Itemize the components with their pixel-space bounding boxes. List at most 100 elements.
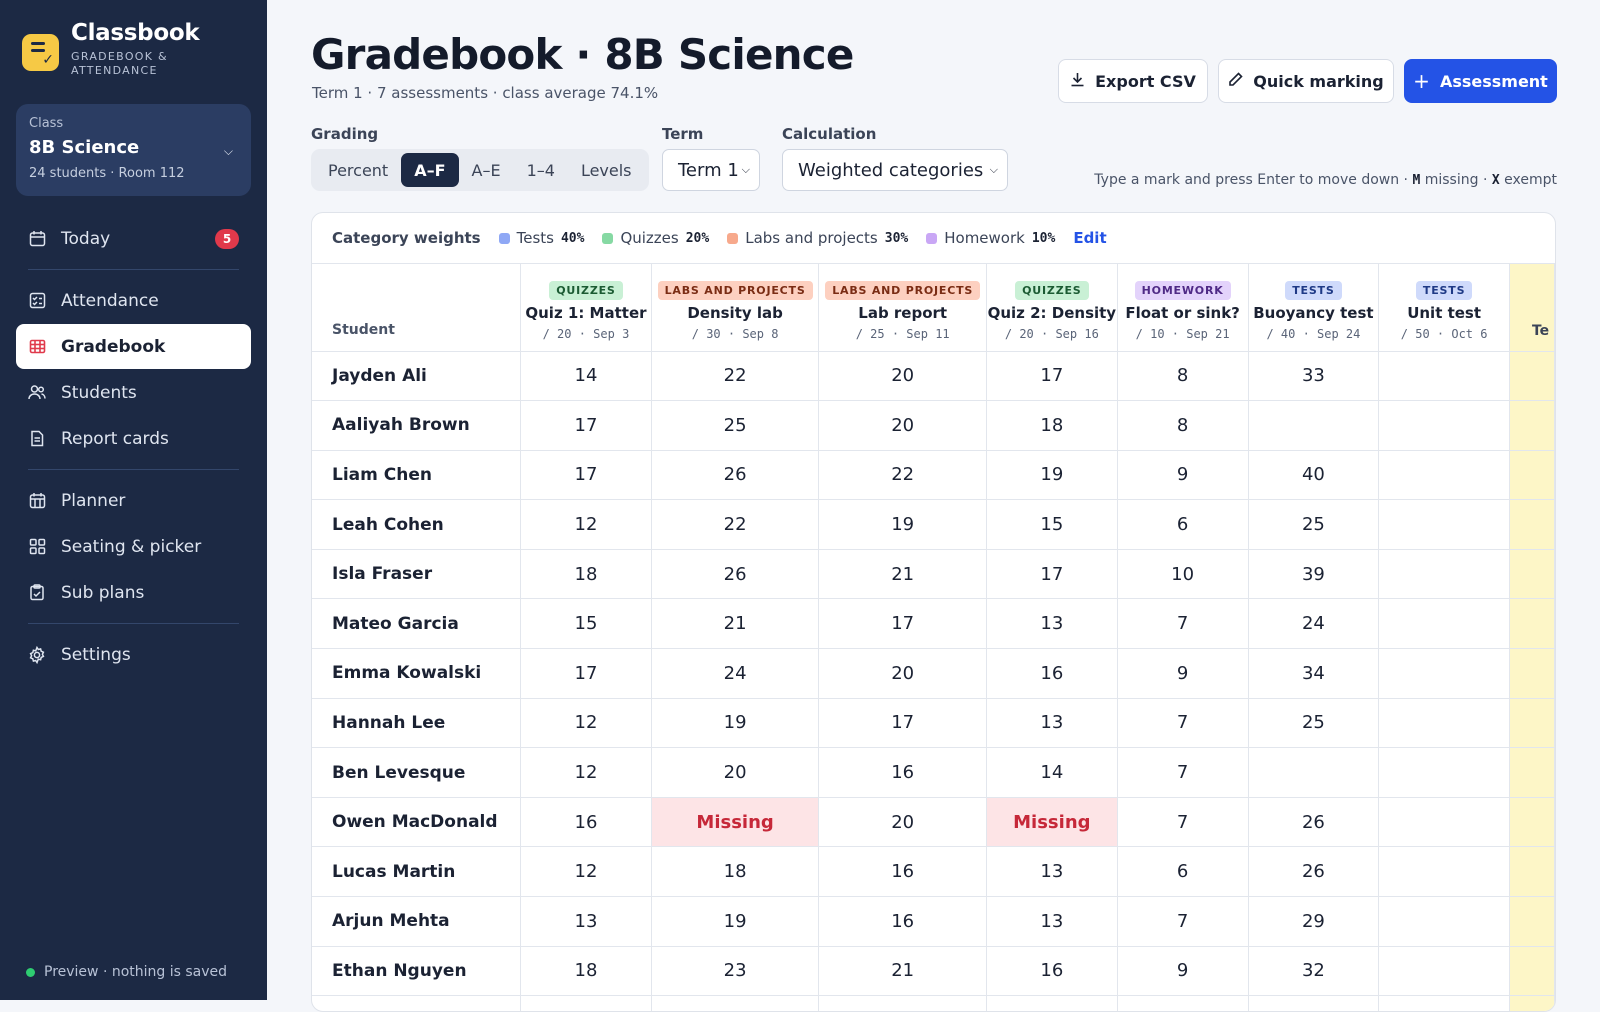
mark-cell[interactable]: 17 (986, 351, 1118, 402)
student-name[interactable]: Jayden Ali (312, 351, 522, 402)
mark-cell[interactable]: 20 (818, 400, 987, 451)
mark-cell[interactable]: 7 (1117, 698, 1249, 749)
mark-cell[interactable]: 18 (986, 400, 1118, 451)
mark-cell[interactable] (1378, 797, 1510, 848)
assessment-column-header[interactable]: LABS AND PROJECTS Density lab / 30 · Sep 8 (651, 264, 820, 352)
mark-cell[interactable] (1378, 995, 1510, 1011)
mark-cell[interactable]: 26 (651, 549, 820, 600)
mark-cell[interactable]: 40 (1248, 450, 1380, 501)
mark-cell[interactable]: 23 (651, 946, 820, 997)
mark-cell[interactable] (1248, 995, 1380, 1011)
mark-cell[interactable]: 17 (520, 648, 652, 699)
mark-cell[interactable]: 6 (1117, 499, 1249, 550)
nav-item-report-cards[interactable]: Report cards (16, 416, 251, 461)
assessment-column-header[interactable]: HOMEWORK Float or sink? / 10 · Sep 21 (1117, 264, 1249, 352)
student-name[interactable]: Hannah Lee (312, 698, 522, 749)
mark-cell[interactable]: 7 (1117, 896, 1249, 947)
mark-cell[interactable]: 21 (818, 549, 987, 600)
mark-cell[interactable] (1378, 747, 1510, 798)
nav-item-today[interactable]: Today 5 (16, 216, 251, 261)
mark-cell[interactable]: 26 (651, 450, 820, 501)
mark-cell[interactable]: 25 (1248, 499, 1380, 550)
mark-cell[interactable]: 12 (520, 747, 652, 798)
mark-cell[interactable]: 26 (1248, 797, 1380, 848)
student-name[interactable]: Owen MacDonald (312, 797, 522, 848)
mark-cell[interactable]: 15 (520, 598, 652, 650)
mark-cell[interactable]: 22 (651, 351, 820, 402)
mark-cell[interactable] (1378, 450, 1510, 501)
mark-cell[interactable]: 19 (986, 450, 1118, 501)
mark-cell[interactable]: 17 (818, 698, 987, 749)
assessment-column-header[interactable]: LABS AND PROJECTS Lab report / 25 · Sep 11 (818, 264, 987, 352)
mark-cell[interactable]: 14 (520, 351, 652, 402)
mark-cell[interactable]: 6 (1117, 846, 1249, 898)
class-selector[interactable]: Class 8B Science 24 students · Room 112 … (16, 104, 251, 196)
student-name[interactable]: Emma Kowalski (312, 648, 522, 699)
grading-option[interactable]: 1–4 (526, 160, 555, 180)
student-name[interactable]: Ben Levesque (312, 747, 522, 798)
assessment-column-header[interactable]: TESTS Unit test / 50 · Oct 6 (1378, 264, 1510, 352)
mark-cell[interactable]: 17 (818, 598, 987, 650)
mark-cell[interactable]: 24 (1248, 598, 1380, 650)
mark-cell[interactable] (1378, 499, 1510, 550)
mark-cell[interactable]: 39 (1248, 549, 1380, 600)
mark-cell[interactable]: 13 (520, 896, 652, 947)
mark-cell[interactable] (818, 995, 987, 1011)
mark-cell[interactable] (1117, 995, 1249, 1011)
mark-cell[interactable] (1378, 698, 1510, 749)
mark-cell[interactable]: 13 (986, 598, 1118, 650)
mark-cell[interactable]: 16 (986, 648, 1118, 699)
mark-cell[interactable]: 32 (1248, 946, 1380, 997)
term-select[interactable]: Term 1 ⌵ (662, 149, 760, 191)
mark-cell[interactable]: 17 (520, 450, 652, 501)
mark-cell[interactable] (1378, 946, 1510, 997)
student-name[interactable]: Mateo Garcia (312, 598, 522, 650)
mark-cell[interactable]: 18 (520, 549, 652, 600)
grading-option[interactable]: A–E (471, 160, 501, 180)
mark-cell[interactable] (1378, 846, 1510, 898)
student-name[interactable] (312, 995, 522, 1011)
mark-cell[interactable]: 18 (520, 946, 652, 997)
quick-marking-button[interactable]: Quick marking (1218, 59, 1394, 103)
mark-cell[interactable]: 20 (651, 747, 820, 798)
mark-cell[interactable]: 9 (1117, 450, 1249, 501)
mark-cell[interactable]: 13 (986, 896, 1118, 947)
mark-cell[interactable]: 16 (818, 846, 987, 898)
mark-cell[interactable]: 9 (1117, 946, 1249, 997)
nav-item-gradebook[interactable]: Gradebook (16, 324, 251, 369)
nav-item-planner[interactable]: Planner (16, 478, 251, 523)
grading-option[interactable]: Percent (328, 160, 389, 180)
mark-cell[interactable]: 21 (651, 598, 820, 650)
mark-cell[interactable]: 25 (1248, 698, 1380, 749)
mark-cell[interactable]: 18 (651, 846, 820, 898)
mark-cell[interactable]: 9 (1117, 648, 1249, 699)
mark-cell[interactable]: 34 (1248, 648, 1380, 699)
student-name[interactable]: Leah Cohen (312, 499, 522, 550)
mark-cell[interactable]: 16 (818, 896, 987, 947)
mark-cell[interactable]: 7 (1117, 747, 1249, 798)
mark-cell[interactable]: 33 (1248, 351, 1380, 402)
mark-cell[interactable] (1378, 598, 1510, 650)
mark-cell[interactable]: 10 (1117, 549, 1249, 600)
mark-cell[interactable]: 16 (520, 797, 652, 848)
mark-cell[interactable]: 12 (520, 499, 652, 550)
nav-item-seating[interactable]: Seating & picker (16, 524, 251, 569)
mark-cell[interactable]: 7 (1117, 598, 1249, 650)
mark-cell[interactable]: 21 (818, 946, 987, 997)
missing-mark-cell[interactable]: Missing (986, 797, 1118, 848)
mark-cell[interactable]: 8 (1117, 351, 1249, 402)
mark-cell[interactable] (1378, 400, 1510, 451)
assessment-column-header[interactable]: QUIZZES Quiz 2: Density / 20 · Sep 16 (986, 264, 1118, 352)
mark-cell[interactable]: 26 (1248, 846, 1380, 898)
mark-cell[interactable] (1378, 896, 1510, 947)
mark-cell[interactable] (1248, 747, 1380, 798)
mark-cell[interactable]: 20 (818, 797, 987, 848)
grading-option[interactable]: A–F (401, 153, 459, 187)
mark-cell[interactable] (986, 995, 1118, 1011)
mark-cell[interactable]: 8 (1117, 400, 1249, 451)
mark-cell[interactable]: 16 (818, 747, 987, 798)
mark-cell[interactable]: 19 (651, 896, 820, 947)
mark-cell[interactable]: 13 (986, 846, 1118, 898)
assessment-column-header[interactable]: TESTS Buoyancy test / 40 · Sep 24 (1248, 264, 1380, 352)
mark-cell[interactable]: 22 (651, 499, 820, 550)
